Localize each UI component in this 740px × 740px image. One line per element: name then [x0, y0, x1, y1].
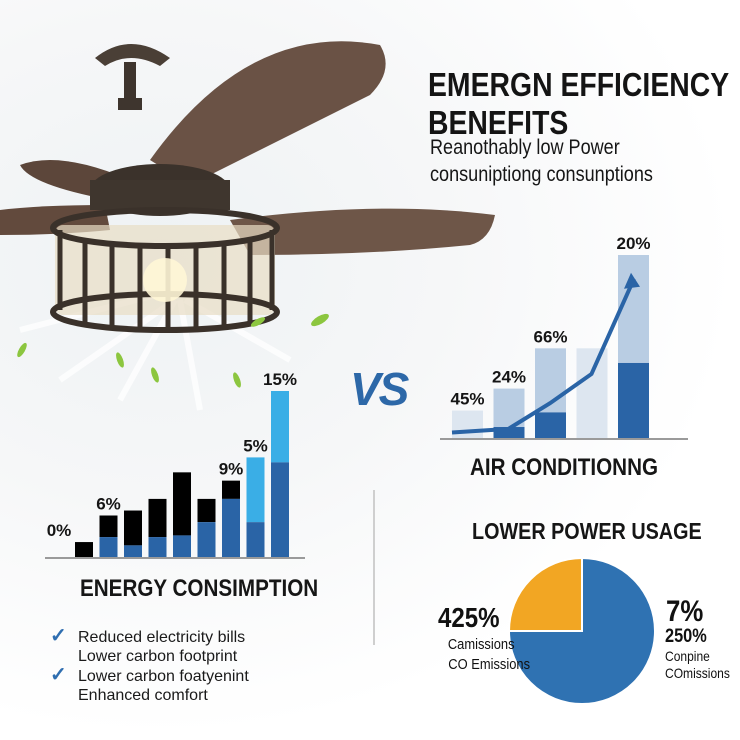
subtitle-line-1: Reanothably low Power [430, 136, 620, 159]
bar-lower [99, 537, 118, 557]
subtitle-line-2: consuniptiong consunptions [430, 163, 653, 186]
bar-lower [535, 412, 566, 438]
data-label: 24% [492, 368, 526, 387]
data-label: 15% [263, 370, 297, 389]
bar-upper [197, 498, 216, 523]
title-line-2: BENEFITS [428, 104, 569, 141]
check-icon: ✓ [50, 664, 67, 686]
data-label: 45% [450, 390, 484, 409]
bar-lower [271, 462, 289, 557]
trend-line [451, 277, 636, 435]
pie-left-caption: Camissions CO Emissions [448, 636, 531, 673]
check-icon: ✓ [50, 625, 67, 647]
bar-upper [124, 510, 142, 546]
bar-lower [197, 522, 216, 557]
bar-lower [222, 498, 240, 557]
data-label: 6% [96, 495, 121, 514]
trend-arrow-head [624, 272, 640, 289]
bar-upper [222, 480, 240, 499]
subtitle: Reanothably low Power consuniptiong cons… [430, 134, 689, 188]
pie-right-value2: 250% [665, 626, 707, 647]
energy-chart-title: ENERGY CONSIMPTION [80, 575, 319, 602]
pie-right-value: 7% [666, 595, 704, 628]
bar-upper [173, 472, 191, 536]
data-label: 0% [47, 521, 72, 540]
data-label: 5% [243, 436, 268, 455]
data-label: 9% [219, 460, 244, 479]
pie-right-caption: Conpine COmissions [665, 648, 730, 681]
list-item: Lower carbon footprint [78, 648, 238, 665]
pie-title: LOWER POWER USAGE [472, 518, 702, 544]
bar-upper [99, 515, 118, 538]
bar-lower [148, 537, 167, 557]
bar-upper [148, 498, 167, 538]
bar-upper [271, 391, 289, 463]
bar-lower [246, 522, 265, 557]
page-title: EMERGN EFFICIENCY BENEFITS [428, 66, 740, 142]
pie-slice [507, 556, 656, 705]
benefits-checklist: ✓ Reduced electricity bills Lower carbon … [50, 625, 249, 705]
ac-chart-title: AIR CONDITIONNG [470, 454, 659, 481]
data-label: 20% [616, 234, 650, 253]
pie-left-value: 425% [438, 602, 500, 633]
data-label: 66% [533, 327, 567, 346]
list-item: Reduced electricity bills [78, 629, 246, 646]
energy-chart: 0% 6% 9% 5% 15% [47, 370, 297, 557]
bar-upper [246, 457, 265, 523]
fan-icon [0, 41, 495, 411]
list-item: Enhanced comfort [78, 687, 208, 704]
bar-lower [173, 535, 191, 557]
bar-lower [493, 427, 525, 438]
title-line-1: EMERGN EFFICIENCY [428, 66, 730, 103]
ac-chart: 45% 24% 66% 20% [450, 234, 651, 438]
power-usage-pie [507, 556, 656, 705]
vs-label: VS [350, 363, 409, 415]
bar-upper [75, 542, 93, 557]
list-item: Lower carbon foatyenint [78, 668, 249, 685]
bar-lower [124, 545, 142, 557]
pie-slice [507, 556, 583, 632]
bar-lower [618, 362, 649, 438]
bar-upper [576, 348, 608, 438]
bar-upper [618, 255, 649, 363]
